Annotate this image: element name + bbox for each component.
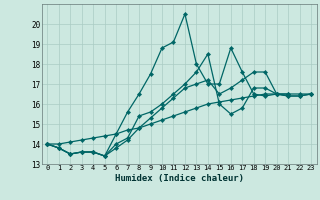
X-axis label: Humidex (Indice chaleur): Humidex (Indice chaleur) [115, 174, 244, 183]
